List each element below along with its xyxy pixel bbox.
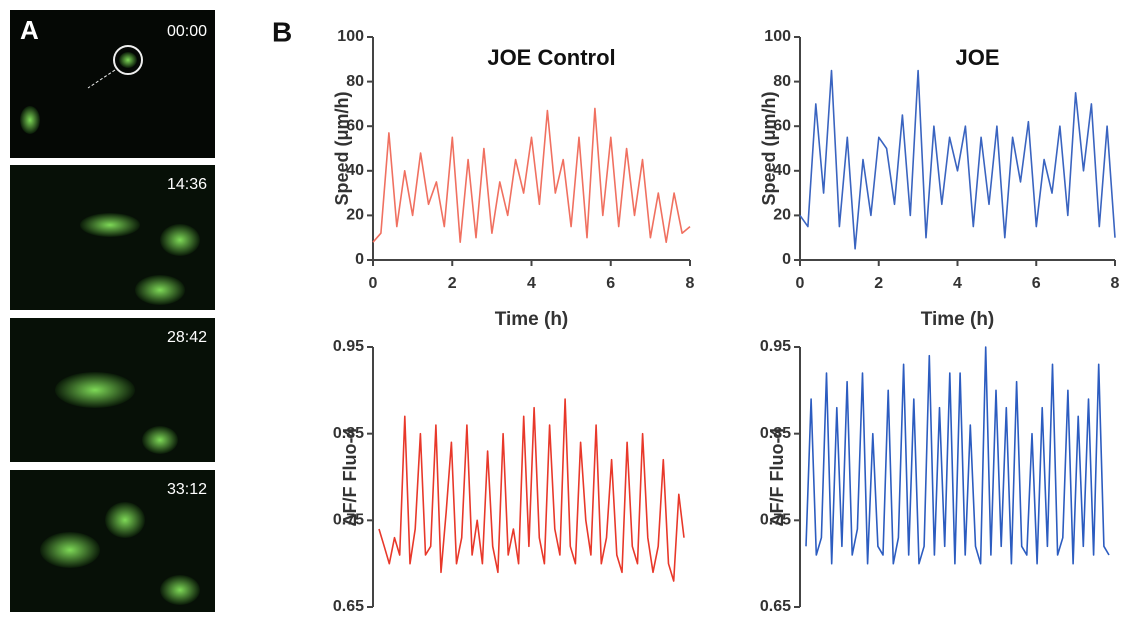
y-tick-label: 40 (773, 162, 791, 179)
panel-label: B (272, 16, 292, 47)
y-tick-label: 0.85 (333, 425, 364, 442)
x-tick-label: 6 (1032, 275, 1041, 292)
y-axis-label: Speed (μm/h) (332, 91, 352, 205)
chart-title: JOE Control (487, 45, 615, 70)
x-tick-label: 4 (527, 275, 536, 292)
y-tick-label: 0 (782, 251, 791, 268)
data-line (805, 346, 1110, 565)
data-line (372, 107, 691, 243)
cell (142, 426, 178, 454)
data-line (378, 398, 685, 582)
arrow (87, 69, 116, 89)
x-tick-label: 0 (369, 275, 378, 292)
cell (40, 532, 100, 568)
y-tick-label: 100 (764, 28, 791, 45)
cell-circle (113, 45, 143, 75)
timestamp: 28:42 (167, 329, 207, 346)
y-tick-label: 0 (355, 251, 364, 268)
y-axis-label: ΔF/F Fluo-4 (767, 428, 787, 527)
x-tick-label: 6 (606, 275, 615, 292)
timestamp: 14:36 (167, 176, 207, 193)
cell (20, 106, 40, 134)
y-tick-label: 100 (337, 28, 364, 45)
timestamp: 33:12 (167, 481, 207, 498)
x-axis-label: Time (h) (495, 309, 569, 330)
y-tick-label: 0.85 (760, 425, 791, 442)
y-tick-label: 0.65 (333, 598, 364, 615)
cell (105, 502, 145, 538)
micrographs: A 00:00 14:36 28:42 33:12 (10, 10, 215, 612)
x-tick-label: 2 (874, 275, 883, 292)
y-tick-label: 40 (346, 162, 364, 179)
timestamp: 00:00 (167, 23, 207, 40)
cell (80, 213, 140, 237)
y-axis-label: ΔF/F Fluo-4 (340, 428, 360, 527)
y-tick-label: 80 (346, 73, 364, 90)
y-tick-label: 60 (773, 117, 791, 134)
cell (135, 275, 185, 305)
cell (160, 224, 200, 256)
y-tick-label: 0.75 (333, 512, 364, 529)
x-tick-label: 2 (448, 275, 457, 292)
y-tick-label: 0.95 (760, 338, 791, 355)
cell (160, 575, 200, 605)
y-axis-label: Speed (μm/h) (759, 91, 779, 205)
cell (119, 52, 137, 68)
y-tick-label: 0.95 (333, 338, 364, 355)
x-tick-label: 8 (686, 275, 695, 292)
y-tick-label: 60 (346, 117, 364, 134)
x-tick-label: 8 (1111, 275, 1120, 292)
panel-label: A (20, 15, 39, 45)
x-axis-label: Time (h) (921, 309, 995, 330)
x-tick-label: 4 (953, 275, 962, 292)
chart-title: JOE (955, 45, 999, 70)
y-tick-label: 0.75 (760, 512, 791, 529)
y-tick-label: 20 (773, 207, 791, 224)
y-tick-label: 80 (773, 73, 791, 90)
y-tick-label: 20 (346, 207, 364, 224)
x-tick-label: 0 (796, 275, 805, 292)
y-tick-label: 0.65 (760, 598, 791, 615)
cell (55, 372, 135, 408)
data-line (799, 69, 1116, 250)
micrograph (10, 10, 215, 158)
